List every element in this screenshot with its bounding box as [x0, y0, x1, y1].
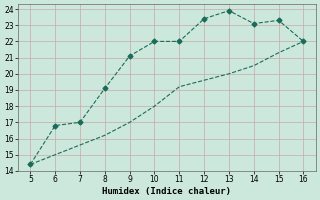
X-axis label: Humidex (Indice chaleur): Humidex (Indice chaleur) — [102, 187, 231, 196]
